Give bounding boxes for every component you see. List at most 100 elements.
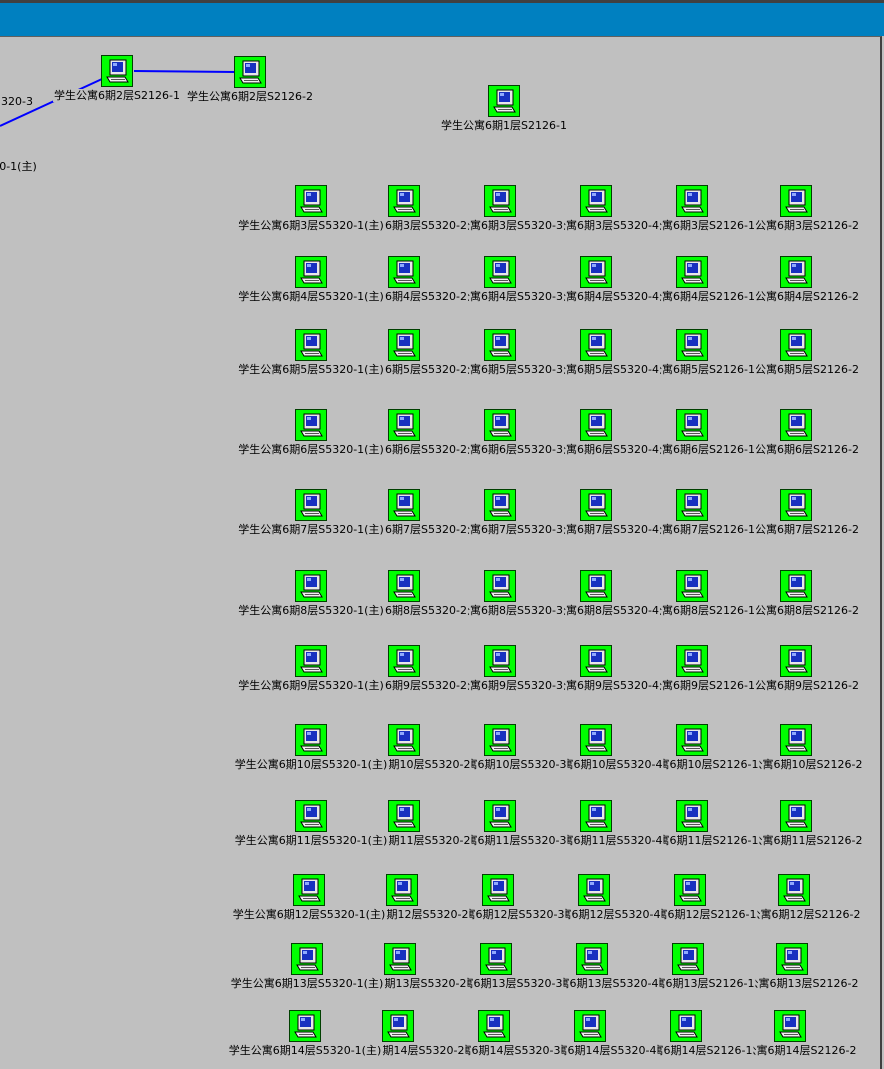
device-icon xyxy=(580,645,612,677)
device-label: 学生公寓6期9层S5320-3 xyxy=(436,679,564,692)
device-icon xyxy=(488,85,520,117)
device-icon xyxy=(484,256,516,288)
device-label: 学生公寓6期2层S2126-2 xyxy=(186,90,314,103)
device-icon xyxy=(780,409,812,441)
device-icon xyxy=(295,409,327,441)
device-icon xyxy=(580,489,612,521)
device-label: 学生公寓6期7层S5320-1(主) xyxy=(237,523,385,536)
device-label: 学生公寓6期9层S2126-1 xyxy=(628,679,756,692)
device-label: 学生公寓6期9层S5320-1(主) xyxy=(237,679,385,692)
device-icon xyxy=(484,724,516,756)
device-icon xyxy=(484,329,516,361)
device-icon xyxy=(295,645,327,677)
device-icon xyxy=(388,570,420,602)
device-icon xyxy=(676,645,708,677)
device-icon xyxy=(780,724,812,756)
device-icon xyxy=(676,800,708,832)
device-label: 学生公寓6期6层S5320-4 xyxy=(532,443,660,456)
device-icon xyxy=(578,874,610,906)
device-icon xyxy=(382,1010,414,1042)
device-icon xyxy=(780,489,812,521)
device-icon xyxy=(780,800,812,832)
device-icon xyxy=(574,1010,606,1042)
device-icon xyxy=(484,800,516,832)
device-icon xyxy=(295,570,327,602)
device-icon xyxy=(482,874,514,906)
device-label: 学生公寓6期9层S2126-2 xyxy=(732,679,860,692)
device-icon xyxy=(778,874,810,906)
device-label: 学生公寓6期3层S5320-4 xyxy=(532,219,660,232)
device-icon xyxy=(295,329,327,361)
device-label: 学生公寓6期5层S2126-1 xyxy=(628,363,756,376)
device-label: 学生公寓6期7层S2126-2 xyxy=(732,523,860,536)
device-icon xyxy=(293,874,325,906)
device-icon xyxy=(580,570,612,602)
device-icon xyxy=(291,943,323,975)
device-label: 学生公寓6期4层S5320-4 xyxy=(532,290,660,303)
title-bar xyxy=(0,3,884,36)
device-icon xyxy=(580,256,612,288)
device-icon xyxy=(676,489,708,521)
device-label: 学生公寓6期4层S5320-3 xyxy=(436,290,564,303)
device-label: 学生公寓6期10层S2126-2 xyxy=(728,758,864,771)
device-label: 学生公寓6期7层S2126-1 xyxy=(628,523,756,536)
links xyxy=(0,70,236,127)
device-icon xyxy=(580,185,612,217)
device-label: 学生公寓6期11层S5320-1(主) xyxy=(233,834,389,847)
device-icon xyxy=(676,256,708,288)
link xyxy=(0,78,103,127)
device-label: 学生公寓6期14层S2126-2 xyxy=(722,1044,858,1057)
device-icon xyxy=(388,409,420,441)
device-label: 学生公寓6期13层S2126-2 xyxy=(724,977,860,990)
device-icon xyxy=(388,329,420,361)
device-icon xyxy=(672,943,704,975)
device-label: 学生公寓6期8层S5320-4 xyxy=(532,604,660,617)
device-icon xyxy=(774,1010,806,1042)
device-icon xyxy=(295,185,327,217)
device-icon xyxy=(780,329,812,361)
device-icon xyxy=(676,329,708,361)
device-icon xyxy=(676,409,708,441)
topology-canvas: 学生公寓6期2层S5320-3 学生公寓6期2层S2126-1 学生公寓6期2层S2… xyxy=(0,36,882,1069)
device-label: 学生公寓6期2层S2126-1 xyxy=(53,89,181,102)
device-icon xyxy=(388,256,420,288)
device-icon xyxy=(478,1010,510,1042)
window-edge xyxy=(0,0,884,3)
device-icon xyxy=(484,570,516,602)
device-icon xyxy=(480,943,512,975)
device-icon xyxy=(484,489,516,521)
device-label: 学生公寓6期8层S2126-2 xyxy=(732,604,860,617)
device-icon xyxy=(776,943,808,975)
device-label: 学生公寓6期5层S5320-4 xyxy=(532,363,660,376)
device-label: 学生公寓6期6层S5320-3 xyxy=(436,443,564,456)
device-icon xyxy=(780,256,812,288)
device-icon xyxy=(384,943,416,975)
device-label: 学生公寓6期8层S5320-3 xyxy=(436,604,564,617)
device-icon xyxy=(674,874,706,906)
device-icon xyxy=(484,185,516,217)
device-icon xyxy=(780,645,812,677)
link xyxy=(133,70,236,73)
device-icon xyxy=(670,1010,702,1042)
device-icon xyxy=(295,256,327,288)
device-icon xyxy=(576,943,608,975)
device-label: 学生公寓6期3层S5320-1(主) xyxy=(237,219,385,232)
device-icon xyxy=(580,409,612,441)
device-icon xyxy=(780,570,812,602)
device-label: 学生公寓6期5层S5320-1(主) xyxy=(237,363,385,376)
device-label: 学生公寓6期5层S5320-3 xyxy=(436,363,564,376)
device-label: 学生公寓6期4层S2126-1 xyxy=(628,290,756,303)
device-label: 学生公寓6期3层S2126-2 xyxy=(732,219,860,232)
device-label: 学生公寓6期11层S2126-2 xyxy=(728,834,864,847)
device-icon xyxy=(388,645,420,677)
device-icon xyxy=(676,570,708,602)
device-label: 学生公寓6期9层S5320-4 xyxy=(532,679,660,692)
device-icon xyxy=(388,800,420,832)
device-label: 学生公寓6期3层S2126-1 xyxy=(628,219,756,232)
device-icon xyxy=(289,1010,321,1042)
device-label: 学生公寓6期7层S5320-4 xyxy=(532,523,660,536)
device-icon xyxy=(386,874,418,906)
device-label: 学生公寓6期8层S2126-1 xyxy=(628,604,756,617)
device-icon xyxy=(388,489,420,521)
